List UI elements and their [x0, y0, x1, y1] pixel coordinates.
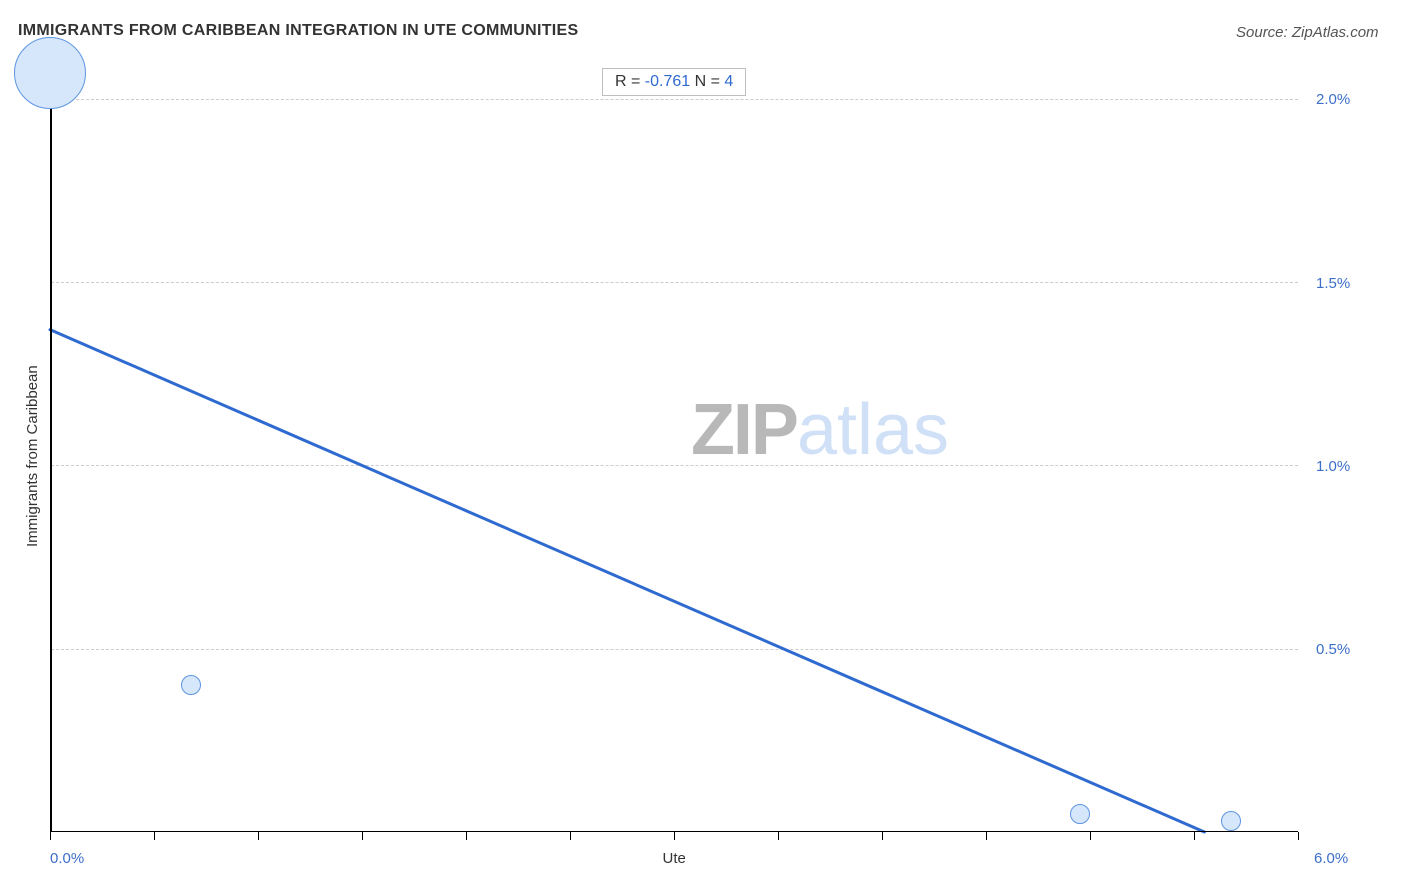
x-tick [466, 832, 467, 840]
x-tick [674, 832, 675, 840]
stats-n-value: 4 [724, 73, 733, 90]
stats-box: R = -0.761 N = 4 [602, 68, 746, 96]
x-axis-min-label: 0.0% [50, 850, 84, 867]
y-tick-label: 0.5% [1316, 641, 1350, 658]
data-point [1221, 811, 1241, 831]
data-point [14, 37, 86, 109]
stats-r-value: -0.761 [645, 73, 690, 90]
data-point [181, 675, 201, 695]
page-title: IMMIGRANTS FROM CARIBBEAN INTEGRATION IN… [18, 22, 578, 40]
x-tick [154, 832, 155, 840]
stats-r-label: R = [615, 73, 645, 90]
y-axis-line [50, 62, 52, 832]
source-attribution: Source: ZipAtlas.com [1236, 24, 1379, 41]
data-point [1070, 804, 1090, 824]
x-tick [882, 832, 883, 840]
x-tick [778, 832, 779, 840]
trendline [50, 62, 1298, 832]
x-tick [1090, 832, 1091, 840]
x-tick [986, 832, 987, 840]
y-tick-label: 1.0% [1316, 458, 1350, 475]
x-tick [362, 832, 363, 840]
y-axis-label: Immigrants from Caribbean [24, 365, 41, 547]
x-tick [258, 832, 259, 840]
x-tick [50, 832, 51, 840]
stats-n-label: N = [690, 73, 724, 90]
x-tick [1194, 832, 1195, 840]
x-tick [1298, 832, 1299, 840]
x-axis-max-label: 6.0% [1314, 850, 1348, 867]
y-tick-label: 2.0% [1316, 91, 1350, 108]
x-axis-label: Ute [663, 850, 686, 867]
chart-plot-area: ZIPatlas R = -0.761 N = 4 [50, 62, 1298, 832]
y-tick-label: 1.5% [1316, 275, 1350, 292]
x-tick [570, 832, 571, 840]
